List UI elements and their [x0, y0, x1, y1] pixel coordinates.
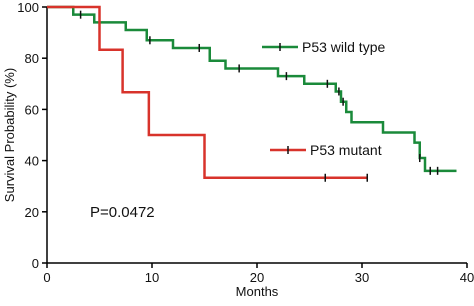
y-axis-label: Survival Probability (%): [2, 68, 17, 202]
y-tick-label: 20: [25, 205, 39, 220]
y-tick-label: 40: [25, 154, 39, 169]
survival-curve: [47, 5, 368, 180]
legend-label: P53 mutant: [310, 142, 382, 158]
legend-label: P53 wild type: [302, 39, 385, 55]
y-tick-label: 100: [17, 0, 39, 15]
y-tick-label: 60: [25, 102, 39, 117]
x-tick-label: 30: [355, 270, 369, 285]
x-tick-label: 20: [250, 270, 264, 285]
y-tick-label: 0: [32, 256, 39, 271]
survival-curve: [47, 5, 457, 173]
annotation: P=0.0472: [90, 204, 155, 221]
x-tick-label: 40: [460, 270, 474, 285]
x-axis-label: Months: [236, 284, 279, 299]
x-tick-label: 0: [43, 270, 50, 285]
x-tick-label: 10: [145, 270, 159, 285]
y-tick-label: 80: [25, 51, 39, 66]
